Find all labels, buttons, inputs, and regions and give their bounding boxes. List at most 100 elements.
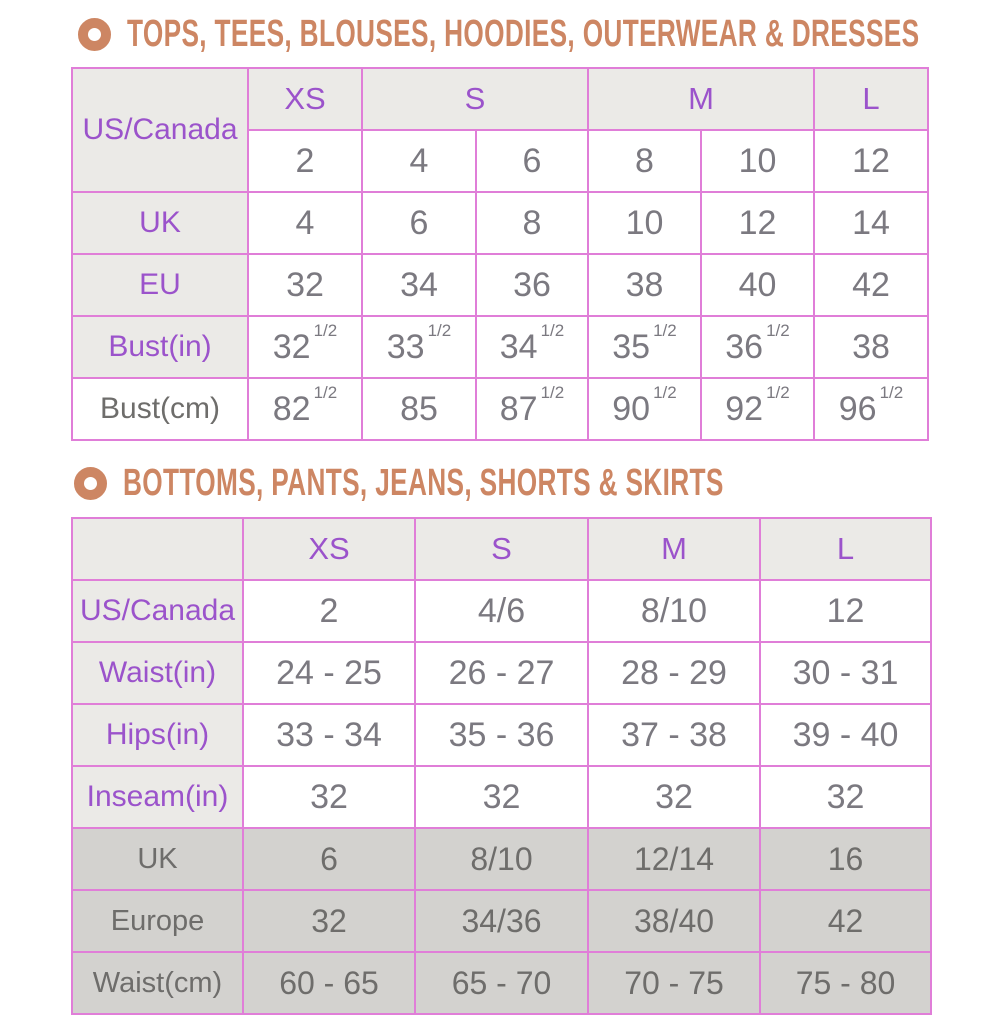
table-cell: 26 - 27: [414, 641, 589, 705]
table-cell: 33 - 34: [242, 703, 416, 767]
table-cell: 82 1/2: [247, 377, 363, 441]
table-cell: 39 - 40: [759, 703, 932, 767]
row-label-uk: UK: [71, 191, 249, 255]
fraction-superscript: 1/2: [540, 382, 565, 402]
table-cell: 32: [587, 765, 761, 829]
table-cell: 30 - 31: [759, 641, 932, 705]
table-cell: 6: [242, 827, 416, 891]
table-row: Waist(in) 24 - 25 26 - 27 28 - 29 30 - 31: [71, 641, 932, 705]
table-cell: 38/40: [587, 889, 761, 953]
row-label-inseam-in: Inseam(in): [71, 765, 244, 829]
fraction-superscript: 1/2: [427, 320, 452, 340]
table-cell: 12: [813, 129, 929, 193]
table-cell: 28 - 29: [587, 641, 761, 705]
table-cell: 32: [242, 889, 416, 953]
table-cell: 32 1/2: [247, 315, 363, 379]
table-cell: 37 - 38: [587, 703, 761, 767]
row-label-europe: Europe: [71, 889, 244, 953]
bullet-ring-icon: [74, 467, 107, 500]
table-cell: 34/36: [414, 889, 589, 953]
table-cell: 8/10: [414, 827, 589, 891]
fraction-superscript: 1/2: [540, 320, 565, 340]
table-cell: 10: [587, 191, 702, 255]
table-cell: 12: [759, 579, 932, 643]
row-label-waist-cm: Waist(cm): [71, 951, 244, 1015]
table-cell: 36: [475, 253, 589, 317]
size-header-xs: XS: [247, 67, 363, 131]
table-row: Europe 32 34/36 38/40 42: [71, 889, 932, 953]
row-label-waist-in: Waist(in): [71, 641, 244, 705]
table-cell: 60 - 65: [242, 951, 416, 1015]
table-cell: 42: [813, 253, 929, 317]
table-cell: 36 1/2: [700, 315, 815, 379]
size-header-s: S: [361, 67, 589, 131]
fraction-superscript: 1/2: [766, 320, 790, 340]
table-row: US/Canada 2 4/6 8/10 12: [71, 579, 932, 643]
size-header-l: L: [813, 67, 929, 131]
table-row: 2 4 6 8 10 12: [72, 129, 929, 193]
table-cell: 6: [361, 191, 477, 255]
size-header-xs: XS: [242, 517, 416, 581]
table-cell: 2: [242, 579, 416, 643]
table-cell: 8: [475, 191, 589, 255]
table-cell: 32: [759, 765, 932, 829]
row-label-hips-in: Hips(in): [71, 703, 244, 767]
table-cell: 8/10: [587, 579, 761, 643]
table-row: UK 6 8/10 12/14 16: [71, 827, 932, 891]
size-header-m: M: [587, 517, 761, 581]
table-cell: 4/6: [414, 579, 589, 643]
size-chart-tops-table: US/Canada XS S M L 2 4 6 8 10 12 UK 4 6 8 10 12 14 EU 32 34 3…: [71, 67, 929, 441]
table-row: XS S M L: [71, 517, 932, 581]
table-cell: 65 - 70: [414, 951, 589, 1015]
corner-cell: [71, 517, 244, 581]
table-row: UK 4 6 8 10 12 14: [71, 191, 929, 255]
table-cell: 8: [587, 129, 702, 193]
row-label-us-canada: US/Canada: [71, 579, 244, 643]
fraction-superscript: 1/2: [653, 320, 677, 340]
table-cell: 32: [242, 765, 416, 829]
row-label-eu: EU: [71, 253, 249, 317]
table-cell: 42: [759, 889, 932, 953]
table-cell: 85: [361, 377, 477, 441]
table-cell: 35 - 36: [414, 703, 589, 767]
section-heading-tops: TOPS, TEES, BLOUSES, HOODIES, OUTERWEAR …: [78, 13, 1000, 56]
row-label-bust-in: Bust(in): [71, 315, 249, 379]
table-cell: 4: [361, 129, 477, 193]
table-cell: 12: [700, 191, 815, 255]
fraction-superscript: 1/2: [313, 320, 338, 340]
row-label-bust-cm: Bust(cm): [71, 377, 249, 441]
table-row: Bust(cm) 82 1/2 85 87 1/2 90 1/2 92 1/2 96 1/2: [71, 377, 929, 441]
table-cell: 24 - 25: [242, 641, 416, 705]
table-cell: 32: [247, 253, 363, 317]
table-row: US/Canada XS S M L: [71, 67, 929, 193]
fraction-superscript: 1/2: [653, 382, 677, 402]
table-cell: 70 - 75: [587, 951, 761, 1015]
section-title-bottoms: BOTTOMS, PANTS, JEANS, SHORTS & SKIRTS: [123, 462, 724, 504]
size-header-m: M: [587, 67, 815, 131]
table-row: Inseam(in) 32 32 32 32: [71, 765, 932, 829]
fraction-superscript: 1/2: [313, 382, 338, 402]
table-row: Hips(in) 33 - 34 35 - 36 37 - 38 39 - 40: [71, 703, 932, 767]
row-label-uk: UK: [71, 827, 244, 891]
fraction-superscript: 1/2: [766, 382, 790, 402]
table-cell: 96 1/2: [813, 377, 929, 441]
row-label-us-canada: US/Canada: [71, 67, 249, 193]
table-row: EU 32 34 36 38 40 42: [71, 253, 929, 317]
table-cell: 16: [759, 827, 932, 891]
table-row: Waist(cm) 60 - 65 65 - 70 70 - 75 75 - 80: [71, 951, 932, 1015]
table-cell: 14: [813, 191, 929, 255]
table-cell: 38: [587, 253, 702, 317]
table-cell: 6: [475, 129, 589, 193]
table-cell: 35 1/2: [587, 315, 702, 379]
table-cell: 90 1/2: [587, 377, 702, 441]
table-cell: 38: [813, 315, 929, 379]
table-cell: 32: [414, 765, 589, 829]
section-heading-bottoms: BOTTOMS, PANTS, JEANS, SHORTS & SKIRTS: [74, 462, 994, 505]
fraction-superscript: 1/2: [879, 382, 904, 402]
size-header-l: L: [759, 517, 932, 581]
table-cell: 75 - 80: [759, 951, 932, 1015]
table-row: Bust(in) 32 1/2 33 1/2 34 1/2 35 1/2 36 1/2 38: [71, 315, 929, 379]
table-cell: 34: [361, 253, 477, 317]
table-cell: 12/14: [587, 827, 761, 891]
table-cell: 87 1/2: [475, 377, 589, 441]
